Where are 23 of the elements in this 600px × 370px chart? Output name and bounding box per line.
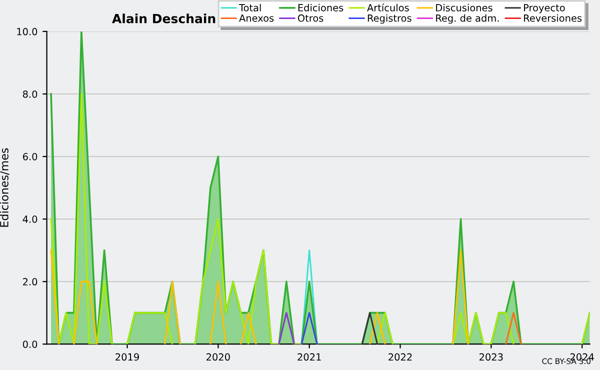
y-tick-label: 0.0 (22, 340, 38, 348)
legend-label: Otros (298, 14, 324, 22)
x-tick-label: 2023 (480, 353, 503, 361)
y-tick-label: 8.0 (22, 90, 38, 98)
legend-label: Discusiones (436, 4, 492, 12)
y-tick-label: 2.0 (23, 278, 38, 286)
legend-label: Artículos (367, 3, 409, 12)
legend-label: Ediciones (298, 4, 344, 12)
legend-label: Registros (368, 14, 412, 24)
x-tick-label: 2020 (206, 353, 230, 361)
x-tick-label: 2022 (388, 353, 412, 361)
chart-title: Alain Deschain (112, 14, 216, 24)
x-tick-label: 2019 (116, 353, 139, 361)
legend-label: Proyecto (524, 4, 565, 14)
y-tick-label: 4.0 (22, 216, 38, 223)
y-axis-title: Ediciones/mes (0, 148, 10, 227)
legend-label: Reg. de adm. (436, 14, 499, 24)
y-tick-label: 6.0 (22, 152, 38, 160)
legend-label: Anexos (239, 14, 274, 22)
legend-label: Total (238, 4, 261, 12)
x-tick-label: 2021 (298, 353, 321, 361)
y-tick-label: 10.0 (17, 28, 38, 36)
legend-label: Reversiones (524, 14, 582, 22)
